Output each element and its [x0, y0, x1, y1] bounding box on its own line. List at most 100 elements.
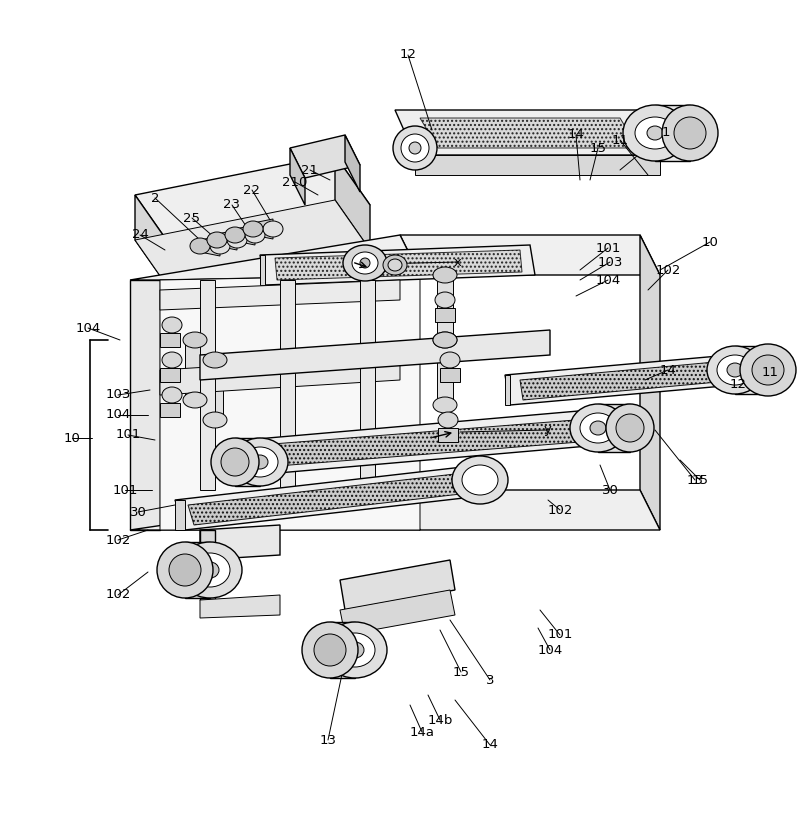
Ellipse shape	[435, 292, 455, 308]
Polygon shape	[200, 530, 215, 600]
Ellipse shape	[433, 397, 457, 413]
Polygon shape	[253, 219, 273, 239]
Text: 21: 21	[302, 163, 318, 176]
Ellipse shape	[647, 126, 663, 140]
Polygon shape	[598, 404, 630, 452]
Polygon shape	[330, 622, 355, 678]
Text: 3: 3	[486, 673, 494, 686]
Ellipse shape	[201, 562, 219, 578]
Polygon shape	[480, 465, 490, 495]
Ellipse shape	[393, 126, 437, 170]
Ellipse shape	[207, 232, 227, 248]
Ellipse shape	[162, 317, 182, 333]
Text: 101: 101	[112, 484, 138, 496]
Polygon shape	[205, 360, 223, 420]
Ellipse shape	[752, 355, 784, 385]
Text: 102: 102	[106, 588, 130, 601]
Text: 24: 24	[131, 228, 149, 242]
Ellipse shape	[227, 232, 247, 248]
Polygon shape	[235, 438, 260, 486]
Polygon shape	[185, 340, 203, 400]
Polygon shape	[290, 135, 360, 178]
Ellipse shape	[245, 227, 265, 243]
Text: 22: 22	[243, 184, 261, 197]
Polygon shape	[360, 280, 375, 490]
Polygon shape	[175, 465, 490, 530]
Text: 101: 101	[595, 242, 621, 255]
Text: 104: 104	[595, 273, 621, 286]
Ellipse shape	[606, 404, 654, 452]
Ellipse shape	[183, 392, 207, 408]
Polygon shape	[437, 275, 453, 340]
Text: 102: 102	[547, 503, 573, 517]
Text: 102: 102	[106, 534, 130, 547]
Ellipse shape	[707, 346, 763, 394]
Text: 15: 15	[691, 473, 709, 486]
Polygon shape	[160, 355, 400, 395]
Polygon shape	[130, 490, 420, 530]
Ellipse shape	[360, 258, 370, 268]
Polygon shape	[160, 403, 180, 417]
Ellipse shape	[178, 542, 242, 598]
Ellipse shape	[190, 553, 230, 587]
Ellipse shape	[302, 622, 358, 678]
Polygon shape	[440, 368, 460, 382]
Polygon shape	[130, 280, 160, 530]
Text: 104: 104	[106, 409, 130, 422]
Text: 1: 1	[662, 126, 670, 139]
Polygon shape	[160, 333, 180, 347]
Text: x: x	[454, 255, 462, 268]
Ellipse shape	[401, 134, 429, 162]
Text: 2: 2	[150, 192, 159, 205]
Polygon shape	[160, 368, 180, 382]
Polygon shape	[735, 346, 768, 394]
Polygon shape	[400, 235, 660, 275]
Polygon shape	[640, 235, 660, 530]
Text: 14b: 14b	[427, 713, 453, 726]
Ellipse shape	[616, 414, 644, 442]
Polygon shape	[400, 490, 660, 530]
Ellipse shape	[433, 267, 457, 283]
Text: 102: 102	[655, 264, 681, 277]
Text: 25: 25	[183, 211, 201, 224]
Text: 13: 13	[319, 734, 337, 747]
Polygon shape	[730, 355, 735, 385]
Ellipse shape	[211, 438, 259, 486]
Ellipse shape	[590, 421, 606, 435]
Ellipse shape	[243, 221, 263, 237]
Text: 15: 15	[590, 141, 606, 154]
Polygon shape	[245, 410, 600, 475]
Polygon shape	[235, 225, 255, 245]
Text: 11: 11	[611, 134, 629, 147]
Ellipse shape	[323, 622, 387, 678]
Polygon shape	[245, 440, 255, 475]
Ellipse shape	[462, 465, 498, 495]
Ellipse shape	[409, 142, 421, 154]
Polygon shape	[200, 280, 215, 490]
Text: 14: 14	[567, 128, 585, 141]
Ellipse shape	[452, 456, 508, 504]
Polygon shape	[260, 245, 535, 285]
Ellipse shape	[157, 542, 213, 598]
Ellipse shape	[221, 448, 249, 476]
Polygon shape	[340, 590, 455, 635]
Polygon shape	[280, 280, 295, 490]
Ellipse shape	[623, 105, 687, 161]
Ellipse shape	[252, 455, 268, 469]
Ellipse shape	[314, 634, 346, 666]
Polygon shape	[135, 195, 170, 290]
Ellipse shape	[440, 352, 460, 368]
Ellipse shape	[263, 221, 283, 237]
Polygon shape	[200, 330, 550, 380]
Polygon shape	[437, 340, 453, 405]
Ellipse shape	[343, 245, 387, 281]
Ellipse shape	[162, 387, 182, 403]
Ellipse shape	[183, 332, 207, 348]
Polygon shape	[505, 375, 510, 405]
Text: 104: 104	[538, 644, 562, 657]
Text: 14: 14	[482, 738, 498, 752]
Ellipse shape	[438, 412, 458, 428]
Text: 210: 210	[282, 175, 308, 188]
Ellipse shape	[352, 252, 378, 274]
Polygon shape	[160, 280, 400, 310]
